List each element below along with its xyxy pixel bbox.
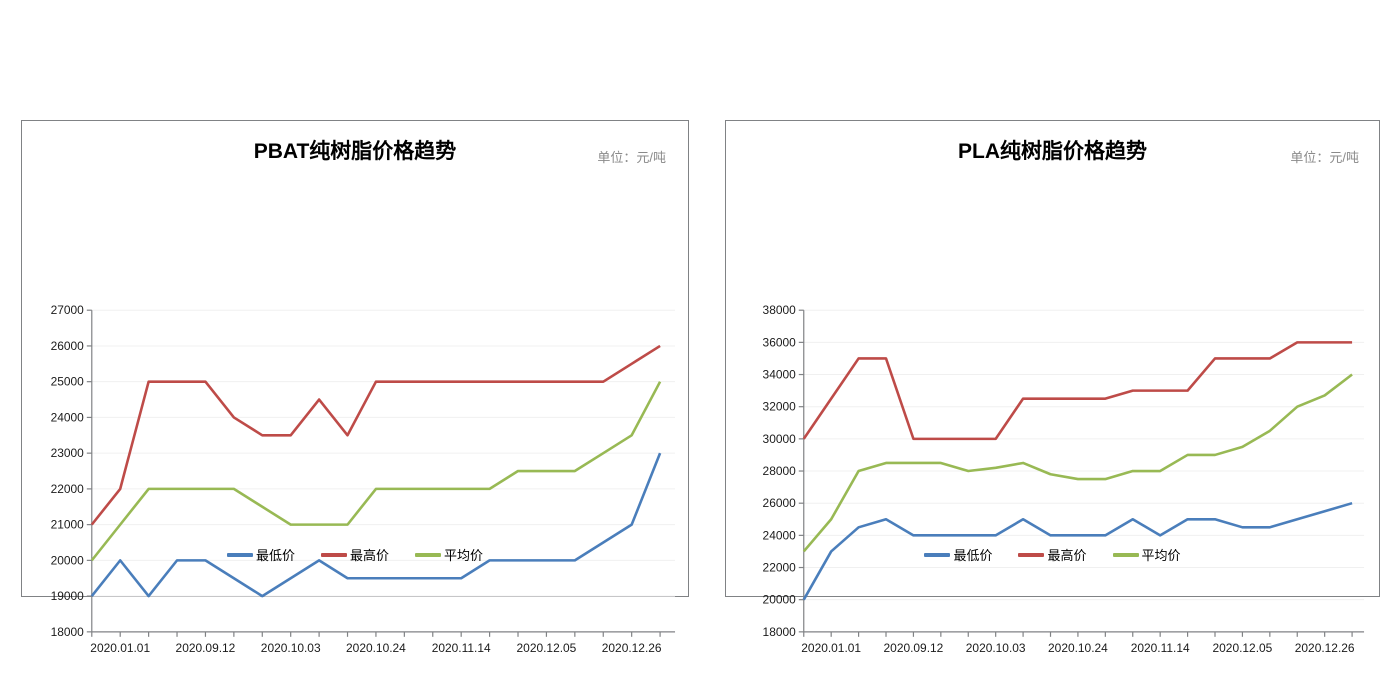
y-tick-label-27000: 27000 xyxy=(51,303,85,317)
x-tick-label-6: 2020.12.26 xyxy=(602,641,662,655)
series-line-最低价 xyxy=(90,452,662,598)
series-line-最高价 xyxy=(802,341,1353,441)
chart-panel-pbat: PBAT纯树脂价格趋势 单位：元/吨 18000 19000 20000 21000 2… xyxy=(21,120,689,655)
y-tick-label-19000: 19000 xyxy=(51,589,85,603)
y-tick-label-26000: 26000 xyxy=(763,496,797,510)
legend-item-highest-pbat[interactable]: 最高价 xyxy=(320,545,389,564)
x-tick-label-1: 2020.09.12 xyxy=(884,641,944,655)
legend-swatch-lowest-icon xyxy=(226,552,253,557)
chart-title-pla: PLA纯树脂价格趋势 xyxy=(958,140,1147,163)
legend-swatch-average-icon xyxy=(1112,552,1139,557)
legend-item-lowest-pla[interactable]: 最低价 xyxy=(924,545,992,564)
x-tick-label-4: 2020.11.14 xyxy=(1131,641,1190,655)
x-tick-label-0: 2020.01.01 xyxy=(801,641,861,655)
plot-area-pla: 18000 20000 22000 24000 26000 28000 30000 32000… xyxy=(763,303,1365,655)
series-line-平均价 xyxy=(90,381,662,562)
x-tick-label-2: 2020.10.03 xyxy=(261,641,321,655)
chart-unit-label-pla: 单位：元/吨 xyxy=(1290,150,1359,165)
legend-swatch-highest-icon xyxy=(1018,552,1045,557)
y-tick-label-26000: 26000 xyxy=(51,339,85,353)
x-tick-label-6: 2020.12.26 xyxy=(1295,641,1355,655)
y-tick-label-18000: 18000 xyxy=(51,625,85,639)
y-tick-label-32000: 32000 xyxy=(763,400,797,414)
legend-item-average-pbat[interactable]: 平均价 xyxy=(415,545,483,564)
legend-label-lowest: 最低价 xyxy=(255,548,295,563)
legend-item-lowest-pbat[interactable]: 最低价 xyxy=(226,545,295,564)
y-tick-label-34000: 34000 xyxy=(763,368,797,382)
x-tick-label-2: 2020.10.03 xyxy=(966,641,1026,655)
legend-item-highest-pla[interactable]: 最高价 xyxy=(1018,545,1087,564)
y-tick-label-28000: 28000 xyxy=(763,464,797,478)
legend-swatch-highest-icon xyxy=(320,552,347,557)
x-tick-label-5: 2020.12.05 xyxy=(1213,641,1273,655)
x-tick-label-3: 2020.10.24 xyxy=(346,641,406,655)
x-tick-label-4: 2020.11.14 xyxy=(432,641,491,655)
y-tick-label-20000: 20000 xyxy=(51,553,85,567)
legend-pla: 最低价 最高价 平均价 xyxy=(726,545,1379,564)
legend-pbat: 最低价 最高价 平均价 xyxy=(22,545,688,564)
y-tick-label-22000: 22000 xyxy=(763,561,797,575)
x-tick-label-5: 2020.12.05 xyxy=(517,641,577,655)
legend-swatch-average-icon xyxy=(415,552,441,557)
y-tick-label-24000: 24000 xyxy=(763,528,797,542)
y-tick-label-38000: 38000 xyxy=(763,303,797,317)
legend-item-average-pla[interactable]: 平均价 xyxy=(1112,545,1181,564)
y-tick-label-24000: 24000 xyxy=(51,410,85,424)
x-tick-label-0: 2020.01.01 xyxy=(90,641,150,655)
series-line-最低价 xyxy=(802,501,1353,601)
y-tick-label-22000: 22000 xyxy=(51,482,85,496)
y-tick-label-21000: 21000 xyxy=(51,518,85,532)
legend-swatch-lowest-icon xyxy=(924,552,951,557)
legend-label-lowest: 最低价 xyxy=(953,548,993,563)
series-line-最高价 xyxy=(90,344,661,526)
series-line-平均价 xyxy=(802,373,1353,553)
x-tick-label-1: 2020.09.12 xyxy=(176,641,236,655)
y-tick-label-20000: 20000 xyxy=(763,593,797,607)
legend-label-average: 平均价 xyxy=(444,548,484,563)
chart-unit-label-pbat: 单位：元/吨 xyxy=(597,150,666,165)
y-tick-label-23000: 23000 xyxy=(51,446,85,460)
legend-label-highest: 最高价 xyxy=(349,548,389,563)
y-tick-label-18000: 18000 xyxy=(763,625,797,639)
y-tick-label-30000: 30000 xyxy=(763,432,797,446)
chart-title-pbat: PBAT纯树脂价格趋势 xyxy=(253,140,457,163)
x-tick-label-3: 2020.10.24 xyxy=(1048,641,1108,655)
legend-label-average: 平均价 xyxy=(1141,548,1181,563)
y-tick-label-36000: 36000 xyxy=(763,335,797,349)
chart-panel-pla: PLA纯树脂价格趋势 单位：元/吨 18000 20000 22000 24000 26… xyxy=(725,120,1380,655)
legend-label-highest: 最高价 xyxy=(1047,548,1087,563)
plot-area-pbat: 18000 19000 20000 21000 22000 23000 24000 25000… xyxy=(51,303,676,655)
y-tick-label-25000: 25000 xyxy=(51,375,85,389)
